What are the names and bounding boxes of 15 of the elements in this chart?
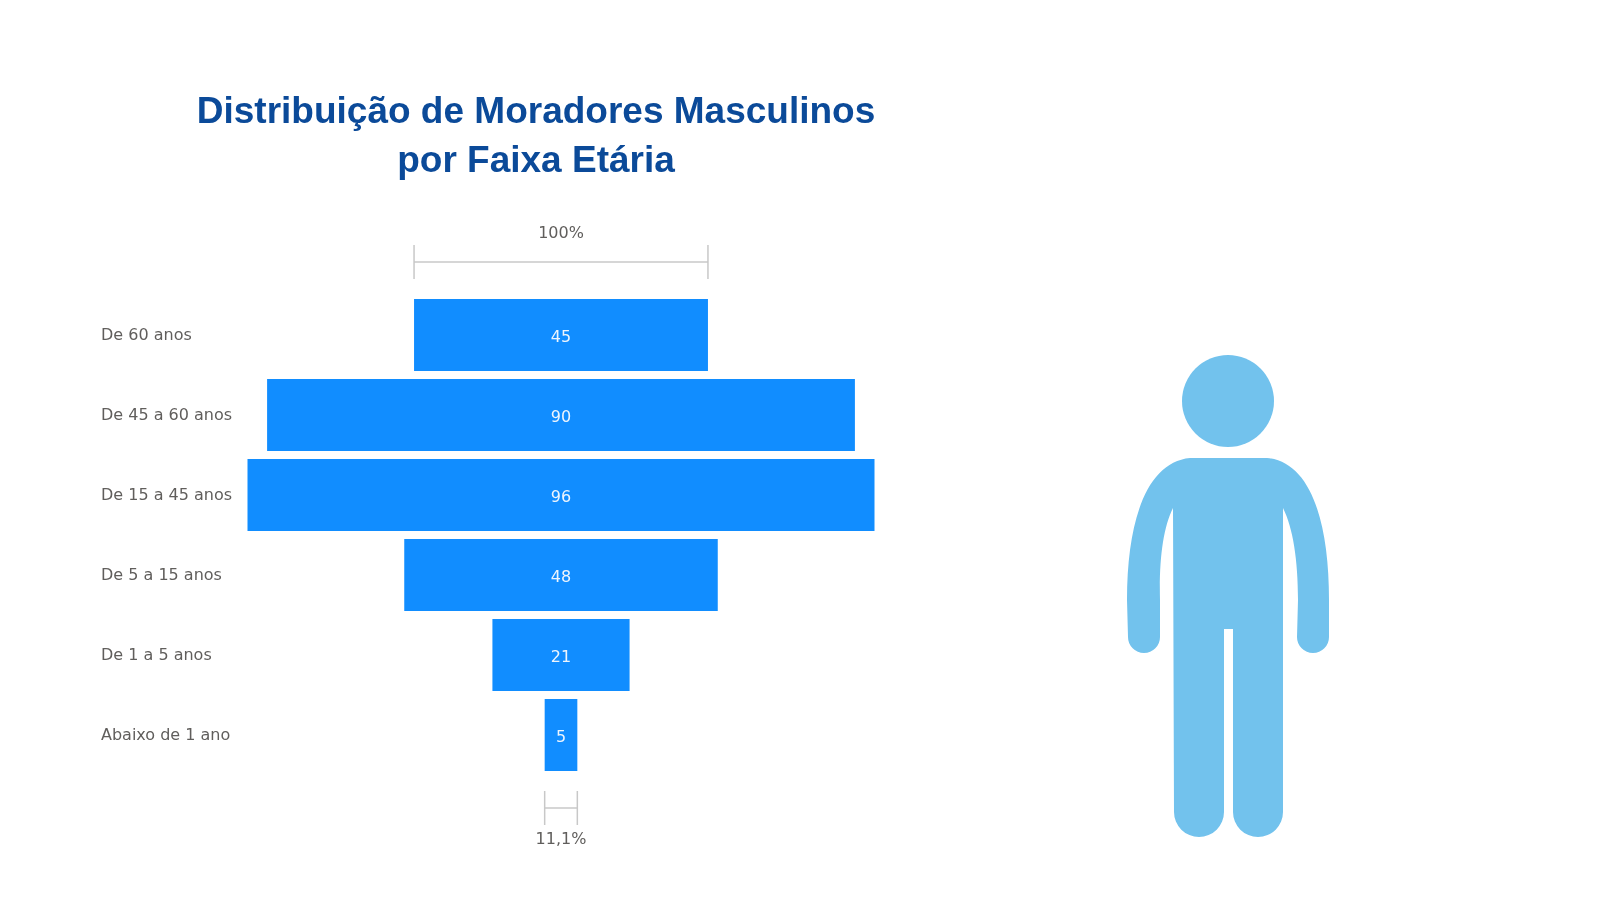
category-label: De 15 a 45 anos — [101, 484, 233, 504]
data-label: 90 — [550, 406, 572, 426]
data-label: 21 — [550, 646, 572, 666]
category-label: De 1 a 5 anos — [101, 644, 212, 664]
category-label: Abaixo de 1 ano — [101, 724, 231, 744]
data-label: 45 — [550, 326, 572, 346]
category-label: De 60 anos — [101, 324, 192, 344]
data-label: 48 — [550, 566, 572, 586]
data-label: 96 — [550, 486, 572, 506]
category-label: De 45 a 60 anos — [101, 404, 233, 424]
text: 11,1% — [535, 829, 587, 848]
text: 100% — [538, 223, 584, 242]
category-label: De 5 a 15 anos — [101, 564, 222, 584]
text: Distribuição de Moradores Masculinos por Faixa Etária — [196, 90, 876, 180]
data-label: 5 — [555, 726, 567, 746]
